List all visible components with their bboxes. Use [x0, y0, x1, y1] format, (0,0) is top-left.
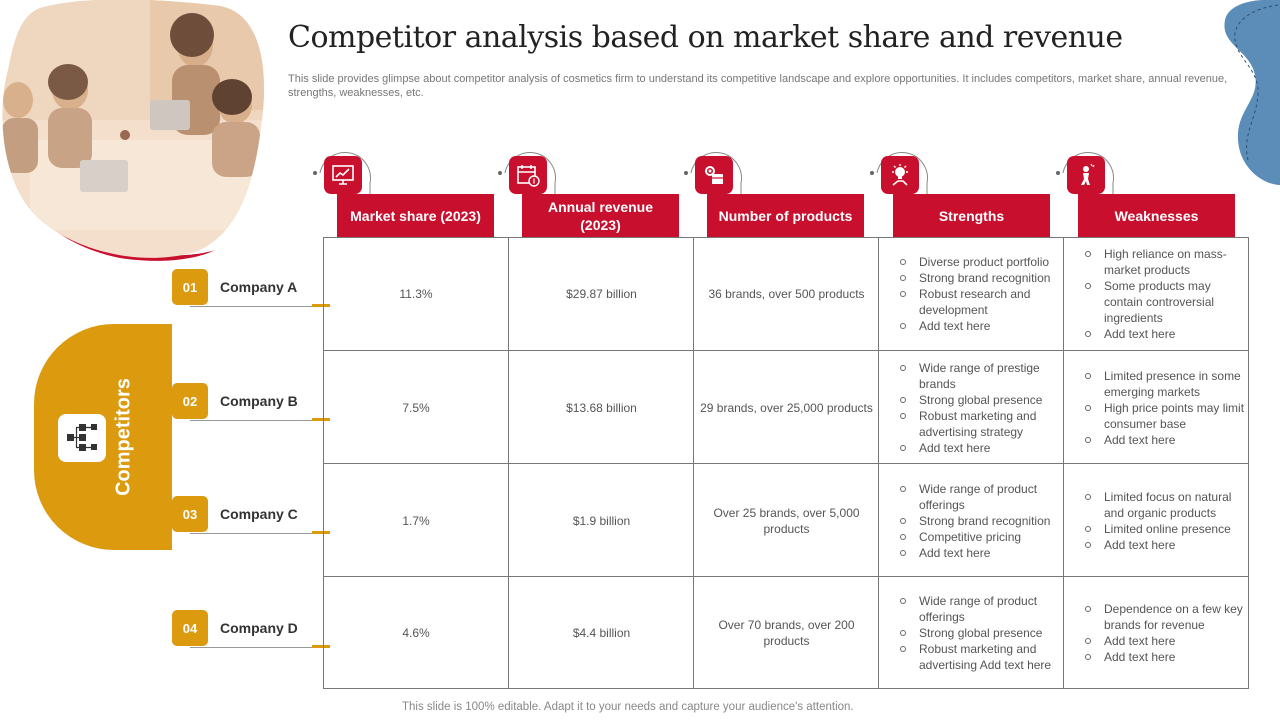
connector-tick [312, 645, 330, 648]
list-item: Strong brand recognition [894, 270, 1062, 286]
company-name: Company C [220, 506, 298, 522]
list-item: Add text here [1079, 649, 1247, 665]
header-weaknesses: Weaknesses [1078, 194, 1235, 238]
decorative-blue-shape [1224, 0, 1280, 185]
header-annual-revenue: Annual revenue (2023) [522, 194, 679, 238]
connector-line [190, 306, 320, 307]
header-label: Number of products [718, 208, 853, 224]
list-item: Wide range of product offerings [894, 593, 1062, 625]
list-item: Wide range of product offerings [894, 481, 1062, 513]
company-number-badge: 02 [172, 383, 208, 419]
chart-presentation-icon [324, 156, 362, 194]
list-item: Strong global presence [894, 625, 1062, 641]
company-row-label: 02 Company B [172, 383, 332, 433]
table-grid [323, 237, 1249, 689]
connector-tick [312, 418, 330, 421]
products-cell: Over 70 brands, over 200 products [718, 618, 855, 648]
products-cell: 29 brands, over 25,000 products [700, 400, 873, 415]
company-number-badge: 04 [172, 610, 208, 646]
revenue-cell: $4.4 billion [572, 626, 631, 640]
list-item: Add text here [1079, 432, 1247, 448]
weaknesses-cell: Limited presence in some emerging market… [1064, 351, 1249, 464]
revenue-cell: $29.87 billion [566, 287, 637, 301]
header-strengths: Strengths [893, 194, 1050, 238]
company-row-label: 01 Company A [172, 269, 332, 319]
company-number-badge: 01 [172, 269, 208, 305]
list-item: Limited focus on natural and organic pro… [1079, 489, 1247, 521]
list-item: Some products may contain controversial … [1079, 278, 1247, 326]
list-item: Robust research and development [894, 286, 1062, 318]
revenue-cell: $1.9 billion [572, 513, 631, 528]
list-item: Robust marketing and advertising Add tex… [894, 641, 1062, 673]
strengths-cell: Wide range of product offerings Strong b… [879, 464, 1064, 577]
strengths-cell: Diverse product portfolio Strong brand r… [879, 237, 1064, 351]
connector-tick [312, 304, 330, 307]
lightbulb-hand-icon [881, 156, 919, 194]
products-cell: Over 25 brands, over 5,000 products [713, 505, 860, 536]
list-item: Diverse product portfolio [894, 254, 1062, 270]
weaknesses-cell: High reliance on mass-market products So… [1064, 237, 1249, 351]
header-label: Annual revenue (2023) [547, 199, 654, 233]
list-item: Wide range of prestige brands [894, 360, 1062, 392]
list-item: Robust marketing and advertising strateg… [894, 408, 1062, 440]
market-share-cell: 7.5% [402, 400, 430, 415]
company-name: Company A [220, 279, 298, 295]
page-title: Competitor analysis based on market shar… [288, 20, 1123, 55]
competitors-panel: Competitors [34, 324, 172, 550]
products-cell: 36 brands, over 500 products [708, 287, 865, 301]
calendar-money-icon [509, 156, 547, 194]
list-item: Add text here [894, 545, 1062, 561]
team-meeting-photo [2, 0, 264, 261]
list-item: Limited presence in some emerging market… [1079, 368, 1247, 400]
list-item: Strong brand recognition [894, 513, 1062, 529]
list-item: High reliance on mass-market products [1079, 246, 1247, 278]
list-item: Add text here [1079, 326, 1247, 342]
market-share-cell: 11.3% [399, 287, 433, 301]
list-item: Add text here [894, 318, 1062, 334]
connector-line [190, 420, 320, 421]
header-market-share: Market share (2023) [337, 194, 494, 238]
company-row-label: 04 Company D [172, 610, 332, 660]
list-item: Add text here [1079, 633, 1247, 649]
header-label: Strengths [938, 208, 1005, 224]
header-label: Weaknesses [1114, 208, 1199, 224]
strengths-cell: Wide range of prestige brands Strong glo… [879, 351, 1064, 464]
company-name: Company B [220, 393, 298, 409]
list-item: Add text here [894, 440, 1062, 456]
competitors-label: Competitors [112, 378, 135, 496]
list-item: Add text here [1079, 537, 1247, 553]
header-label: Market share (2023) [350, 208, 481, 224]
weaknesses-cell: Limited focus on natural and organic pro… [1064, 464, 1249, 577]
strengths-cell: Wide range of product offerings Strong g… [879, 577, 1064, 689]
connector-tick [312, 531, 330, 534]
revenue-cell: $13.68 billion [566, 400, 637, 415]
connector-line [190, 533, 320, 534]
weaknesses-cell: Dependence on a few key brands for reven… [1064, 577, 1249, 689]
page-subtitle: This slide provides glimpse about compet… [288, 73, 1228, 99]
market-share-cell: 1.7% [402, 513, 430, 528]
list-item: Limited online presence [1079, 521, 1247, 537]
box-gear-icon [695, 156, 733, 194]
market-share-cell: 4.6% [402, 626, 430, 640]
footer-note: This slide is 100% editable. Adapt it to… [402, 701, 854, 713]
company-name: Company D [220, 620, 298, 636]
company-row-label: 03 Company C [172, 496, 332, 546]
list-item: High price points may limit consumer bas… [1079, 400, 1247, 432]
list-item: Competitive pricing [894, 529, 1062, 545]
list-item: Strong global presence [894, 392, 1062, 408]
connector-line [190, 647, 320, 648]
company-number-badge: 03 [172, 496, 208, 532]
list-item: Dependence on a few key brands for reven… [1079, 601, 1247, 633]
stressed-person-icon [1067, 156, 1105, 194]
header-number-of-products: Number of products [707, 194, 864, 238]
hierarchy-icon [58, 414, 106, 462]
